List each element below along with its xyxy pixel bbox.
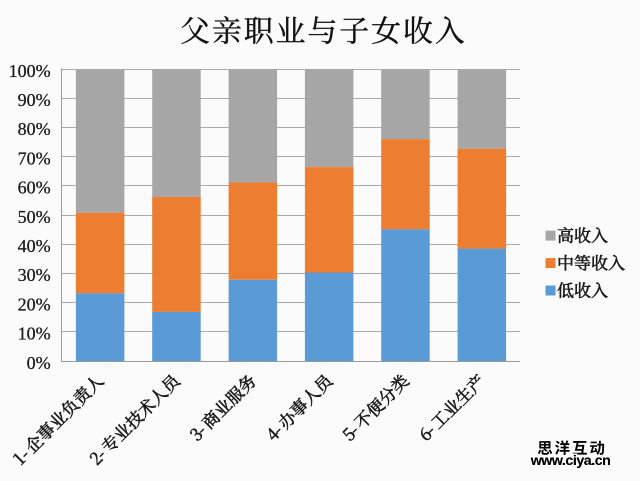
svg-text:100%: 100% (9, 61, 51, 81)
svg-text:30%: 30% (18, 265, 51, 285)
svg-text:0%: 0% (27, 353, 51, 373)
svg-text:40%: 40% (18, 236, 51, 256)
svg-text:60%: 60% (18, 178, 51, 198)
svg-text:10%: 10% (18, 324, 51, 344)
svg-text:70%: 70% (18, 148, 51, 168)
svg-text:www.ciya.cn: www.ciya.cn (530, 453, 611, 469)
svg-text:80%: 80% (18, 119, 51, 139)
svg-text:www.ciya.cn: www.ciya.cn (530, 453, 611, 469)
svg-text:50%: 50% (18, 207, 51, 227)
svg-text:90%: 90% (18, 90, 51, 110)
svg-text:20%: 20% (18, 294, 51, 314)
